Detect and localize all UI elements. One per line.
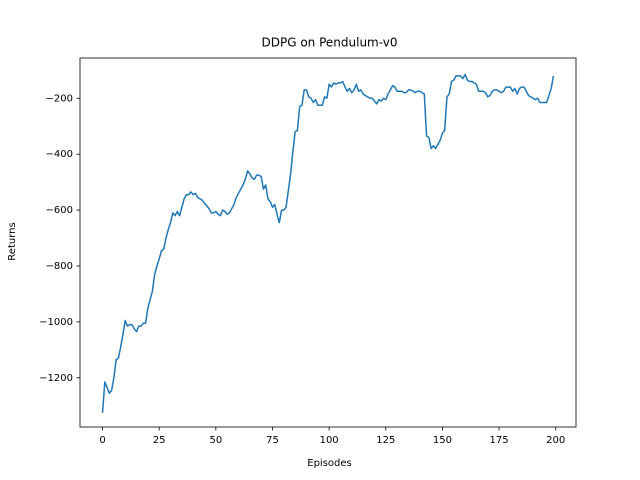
x-tick-label: 175 [490, 435, 509, 446]
y-tick-label: −600 [46, 205, 73, 216]
x-tick-label: 75 [266, 435, 279, 446]
x-tick-label: 200 [546, 435, 565, 446]
x-tick-label: 50 [209, 435, 222, 446]
y-tick-label: −400 [46, 149, 73, 160]
x-tick-label: 25 [153, 435, 166, 446]
x-tick-label: 150 [433, 435, 452, 446]
x-tick-label: 100 [320, 435, 339, 446]
axes-frame [79, 57, 577, 428]
y-tick-label: −200 [46, 93, 73, 104]
data-line [101, 73, 555, 413]
x-axis-label: Episodes [307, 458, 351, 469]
y-tick-label: −1200 [39, 373, 73, 384]
y-tick-label: −800 [46, 261, 73, 272]
y-axis-label: Returns [7, 222, 18, 260]
y-tick-label: −1000 [39, 317, 73, 328]
chart-title: DDPG on Pendulum-v0 [262, 36, 398, 50]
x-tick-label: 0 [99, 435, 105, 446]
x-tick-label: 125 [376, 435, 395, 446]
